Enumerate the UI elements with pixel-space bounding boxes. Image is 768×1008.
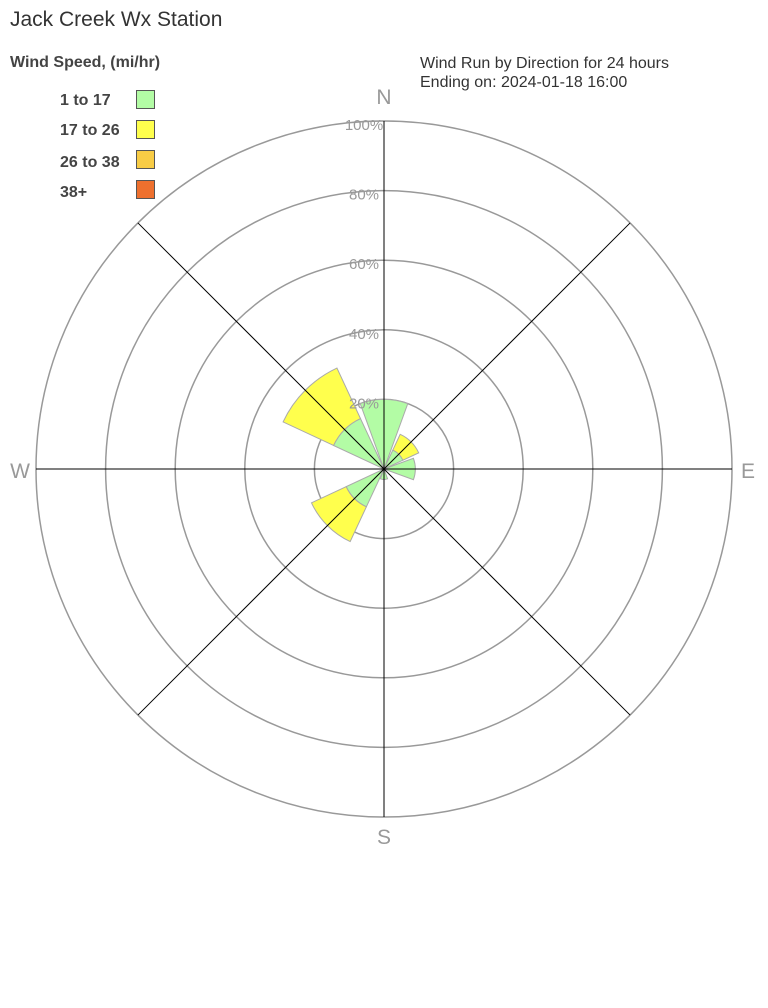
axis-line — [383, 468, 631, 716]
direction-label-s: S — [377, 826, 391, 849]
radial-tick-label: 100% — [345, 117, 383, 134]
subtitle-line-1: Wind Run by Direction for 24 hours — [420, 55, 669, 72]
radial-tick-label: 20% — [349, 395, 379, 412]
direction-label-e: E — [741, 460, 755, 483]
axis-line — [383, 222, 631, 470]
chart-subtitle: Wind Run by Direction for 24 hours Endin… — [420, 54, 669, 92]
axis-line — [137, 222, 385, 470]
subtitle-line-2: Ending on: 2024-01-18 16:00 — [420, 74, 628, 91]
chart-title: Jack Creek Wx Station — [10, 8, 223, 31]
axis-line — [137, 468, 385, 716]
legend-label-2: 17 to 26 — [60, 122, 120, 139]
direction-label-w: W — [10, 460, 30, 483]
radial-tick-label: 40% — [349, 326, 379, 343]
direction-label-n: N — [376, 86, 391, 109]
legend-swatch-3 — [136, 150, 155, 169]
legend-label-1: 1 to 17 — [60, 92, 111, 109]
radial-tick-label: 80% — [349, 187, 379, 204]
legend-title: Wind Speed, (mi/hr) — [10, 54, 161, 71]
legend-swatch-1 — [136, 90, 155, 109]
legend-swatch-2 — [136, 120, 155, 139]
legend-label-4: 38+ — [60, 184, 88, 201]
radial-tick-label: 60% — [349, 256, 379, 273]
legend-swatch-4 — [136, 180, 155, 199]
legend-label-3: 26 to 38 — [60, 154, 120, 171]
